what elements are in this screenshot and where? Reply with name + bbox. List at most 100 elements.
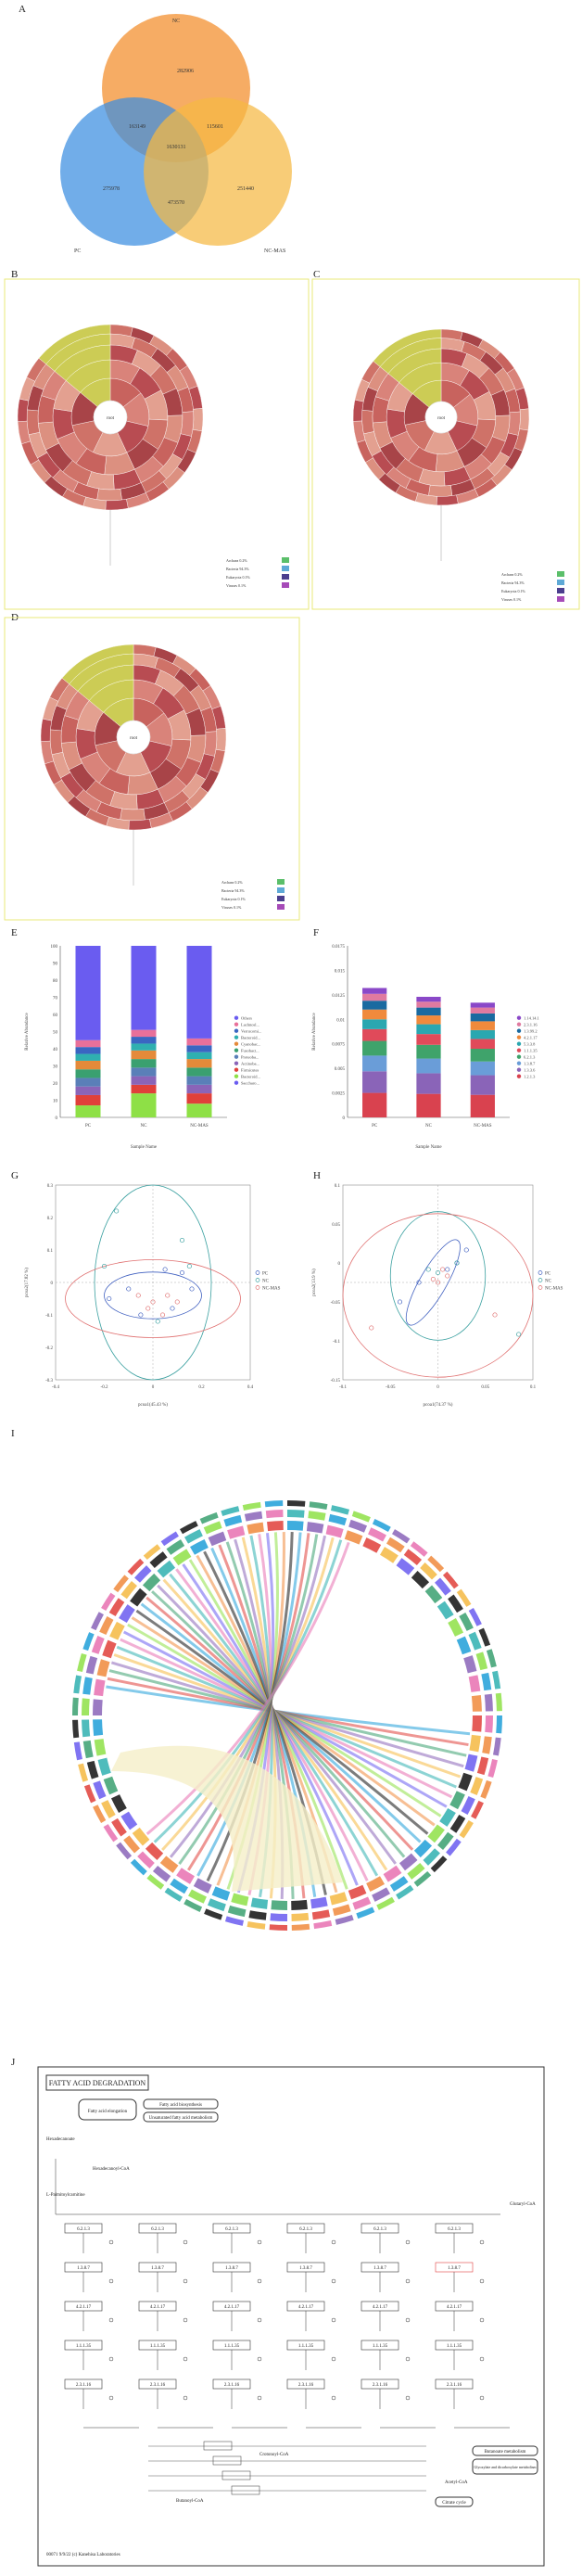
x-tick-label: 0.2	[198, 1385, 205, 1390]
bar-segment	[470, 1075, 495, 1095]
legend-bacteria-swatch	[282, 566, 289, 571]
circos-segment	[487, 1758, 498, 1779]
x-tick-label: PC	[372, 1124, 378, 1129]
kegg-enzyme-label: 1.3.8.7	[448, 2266, 461, 2271]
kegg-compound-butanoyl-coa: Butanoyl-CoA	[176, 2499, 204, 2504]
kegg-compound-node	[183, 2317, 188, 2323]
y-tick-label: -0.05	[331, 1301, 341, 1306]
legend-marker	[234, 1035, 239, 1039]
circos-segment	[271, 1900, 287, 1910]
legend-marker	[234, 1048, 239, 1052]
kegg-enzyme-label: 1.3.8.7	[373, 2266, 386, 2271]
kegg-footer: 00071 9/9/22 (c) Kanehisa Laboratories	[46, 2553, 120, 2557]
circos-segment	[471, 1800, 484, 1819]
circos-segment	[468, 1675, 481, 1692]
legend-label: Cyanobac...	[241, 1042, 260, 1047]
krona-segment	[215, 728, 227, 752]
legend-bacteria: Bacteria 94.3%	[226, 567, 249, 571]
circos-segment	[159, 1855, 179, 1873]
circos-segment	[291, 1923, 310, 1931]
kegg-module-unsaturated: Unsaturated fatty acid metabolism	[149, 2116, 213, 2121]
krona-segment	[128, 819, 152, 831]
circos-segment	[436, 1600, 454, 1620]
circos-segment	[311, 1909, 331, 1920]
bar-segment	[75, 1086, 101, 1095]
kegg-compound-node	[108, 2356, 114, 2362]
circos-segment	[403, 1549, 423, 1566]
legend-marker	[234, 1028, 239, 1033]
y-axis-label: pcoa2(17.82 %)	[25, 1268, 30, 1297]
kegg-enzyme-box	[203, 2441, 233, 2451]
circos-segment	[291, 1912, 310, 1921]
y-tick-label: 0.1	[47, 1249, 54, 1254]
kegg-enzyme-label: 6.2.1.3	[448, 2227, 461, 2232]
kegg-side-glyoxylate: Glyoxylate and dicarboxylate metabolism	[474, 2465, 538, 2469]
circos-segment	[309, 1501, 328, 1511]
circos-segment	[310, 1896, 328, 1909]
bar-segment	[75, 1039, 101, 1048]
circos-segment	[396, 1558, 415, 1575]
circos-segment	[149, 1551, 168, 1568]
circos-segment	[495, 1692, 502, 1712]
y-tick-label: 80	[53, 979, 58, 984]
krona-segment-viruses	[373, 328, 442, 367]
bar-segment	[416, 1024, 441, 1035]
kegg-compound-crotonoyl-coa: Crotonoyl-CoA	[259, 2453, 289, 2457]
circos-segment	[221, 1506, 240, 1517]
legend-label: Saccharo...	[241, 1081, 259, 1086]
kegg-side-butanoate: Butanoate metabolism	[485, 2450, 526, 2455]
bar-segment	[416, 1015, 441, 1025]
confidence-ellipse	[104, 1271, 202, 1320]
circos-segment	[413, 1870, 432, 1887]
legend-marker	[255, 1278, 260, 1282]
krona-rings	[40, 644, 227, 886]
circos-segment	[73, 1675, 82, 1694]
circos-segment	[109, 1621, 125, 1640]
legend-bacteria: Bacteria 94.3%	[221, 888, 245, 893]
panel-label-e: E	[11, 927, 18, 938]
data-point	[179, 1237, 185, 1243]
circos-segment	[476, 1756, 489, 1776]
circos-segment	[376, 1896, 395, 1910]
circos-segment	[332, 1904, 351, 1917]
circos-segment	[82, 1677, 93, 1695]
y-tick-label: 10	[53, 1100, 58, 1104]
circos-segment	[481, 1672, 492, 1691]
circos-segment	[456, 1636, 472, 1655]
circos-segment	[492, 1737, 501, 1756]
circos-segment	[143, 1544, 161, 1561]
kegg-compound-node	[479, 2239, 485, 2245]
legend-marker	[234, 1061, 239, 1065]
legend-marker	[516, 1022, 522, 1027]
circos-segment	[180, 1521, 198, 1535]
legend-viruses-swatch	[557, 596, 564, 602]
venn-all: 1630131	[167, 145, 186, 150]
kegg-enzyme-label: 4.2.1.17	[224, 2305, 240, 2310]
kegg-enzyme-label: 1.1.1.35	[373, 2344, 388, 2349]
confidence-ellipse	[94, 1184, 212, 1381]
circos-segment	[287, 1521, 304, 1531]
legend-label: Lachnosl...	[241, 1023, 259, 1027]
circos-segment	[227, 1905, 247, 1918]
circos-segment	[461, 1796, 475, 1815]
legend-label: 4.2.1.17	[524, 1036, 538, 1040]
data-point	[454, 1260, 460, 1266]
data-point	[170, 1306, 175, 1311]
kegg-pathway-map: FATTY ACID DEGRADATION Fatty acid elonga…	[37, 2066, 545, 2567]
legend-label: 1.3.8.7	[524, 1062, 536, 1066]
venn-pc-only: 275978	[103, 186, 120, 192]
x-tick-label: -0.1	[339, 1385, 347, 1390]
krona-legend: Archaea 0.2% Bacteria 94.3% Eukaryota 0.…	[221, 879, 285, 910]
circos-segment	[478, 1627, 491, 1647]
legend-marker	[234, 1067, 239, 1072]
circos-segment	[160, 1531, 179, 1547]
data-point	[162, 1267, 168, 1272]
kegg-enzyme-label: 4.2.1.17	[373, 2305, 388, 2310]
x-tick-label: NC	[425, 1124, 433, 1129]
krona-segment	[17, 398, 30, 422]
data-point	[138, 1312, 144, 1318]
kegg-enzyme-label: 2.3.1.16	[76, 2383, 92, 2388]
kegg-compound-node	[405, 2356, 411, 2362]
legend-marker	[516, 1015, 522, 1020]
bar-segment	[470, 1039, 495, 1049]
